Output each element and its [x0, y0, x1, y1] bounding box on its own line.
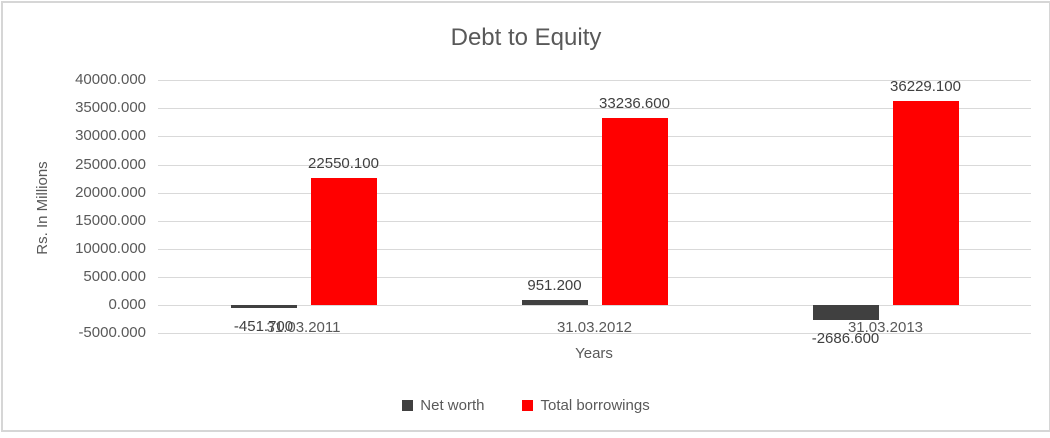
y-axis-tick-label: 15000.000	[75, 211, 146, 229]
bar-total-borrowings	[892, 101, 959, 305]
gridline	[158, 276, 1031, 278]
x-axis-category-label: 31.03.2011	[266, 319, 341, 336]
y-axis-tick-label: 10000.000	[75, 239, 146, 257]
legend-label: Net worth	[420, 397, 485, 414]
data-label: -451.700	[233, 317, 294, 335]
data-label: 951.200	[527, 276, 582, 294]
data-label: 22550.100	[308, 155, 379, 173]
y-axis-tick-label: 5000.000	[83, 267, 146, 285]
gridline	[158, 108, 1031, 110]
chart-title: Debt to Equity	[450, 24, 602, 51]
bar-net-worth	[812, 305, 879, 321]
gridline	[158, 248, 1031, 250]
x-axis-title: Years	[575, 345, 613, 362]
y-axis-tick-label: 0.000	[108, 296, 146, 313]
bar-total-borrowings	[310, 178, 377, 305]
legend: Net worth Total borrowings	[3, 397, 1049, 414]
y-axis-tick-label: 40000.000	[75, 71, 146, 89]
data-label: 33236.600	[599, 95, 670, 113]
bar-net-worth	[521, 299, 588, 305]
bar-total-borrowings	[601, 118, 668, 305]
y-axis-tick-label: 30000.000	[75, 127, 146, 145]
legend-item: Total borrowings	[522, 397, 650, 414]
gridline	[158, 220, 1031, 222]
gridline	[158, 164, 1031, 166]
legend-marker-net-worth-icon	[402, 400, 414, 411]
y-axis-tick-label: 35000.000	[75, 99, 146, 117]
bar-net-worth	[230, 305, 297, 308]
y-axis-title: Rs. In Millions	[34, 161, 51, 255]
data-label: 36229.100	[890, 78, 961, 96]
y-axis-tick-label: -5000.000	[78, 324, 146, 342]
gridline	[158, 333, 1031, 335]
gridline	[158, 192, 1031, 194]
gridline	[158, 305, 1031, 306]
gridline	[158, 136, 1031, 138]
gridline	[158, 80, 1031, 82]
x-axis-category-label: 31.03.2012	[556, 319, 633, 336]
legend-marker-total-borrowings-icon	[522, 400, 534, 411]
legend-item: Net worth	[402, 397, 484, 414]
y-axis-tick-label: 20000.000	[75, 183, 146, 201]
y-axis-tick-label: 25000.000	[75, 155, 146, 173]
x-axis-category-label: 31.03.2013	[847, 319, 924, 336]
data-label: -2686.600	[811, 330, 880, 348]
legend-label: Total borrowings	[540, 397, 650, 414]
